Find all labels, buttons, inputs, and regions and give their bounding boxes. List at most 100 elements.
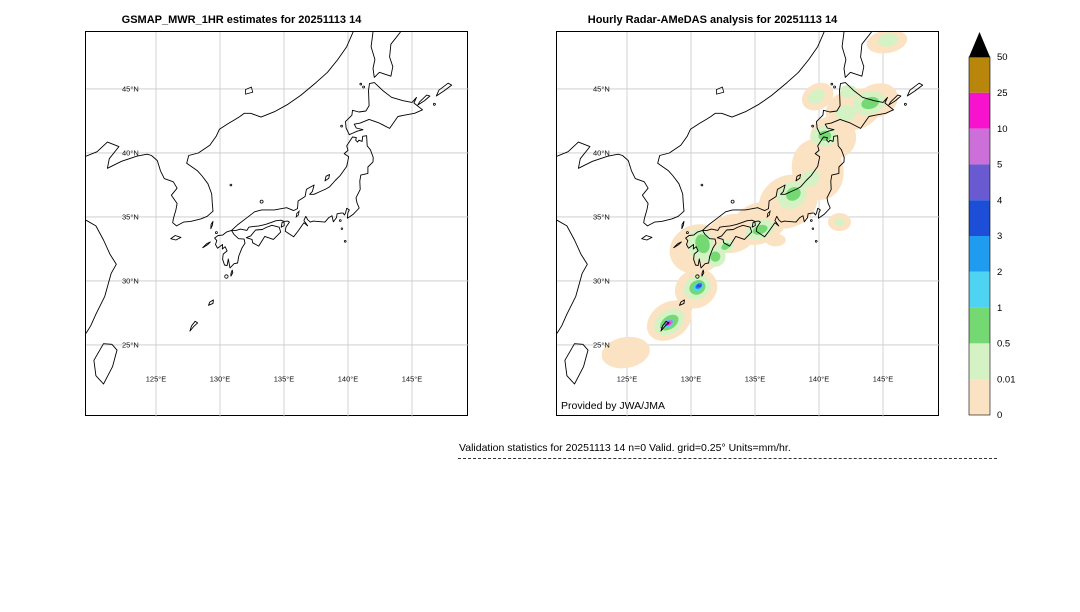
lat-tick-label: 35°N <box>122 213 139 222</box>
colorbar-tick-label: 10 <box>997 124 1008 135</box>
caption-underline <box>458 458 997 459</box>
small-island <box>814 240 818 243</box>
lat-tick-label: 25°N <box>593 341 610 350</box>
small-island <box>343 240 347 243</box>
small-island <box>214 231 218 235</box>
coastline-kyushu <box>214 229 246 269</box>
colorbar-border <box>968 56 991 416</box>
coastline-amami <box>208 299 214 306</box>
coastline-hokkaido <box>345 82 423 136</box>
coastline-sakhalin <box>370 32 401 78</box>
colorbar-canvas: 50 25 10 5 4 3 2 1 0.5 0.01 0 <box>968 32 1016 421</box>
colorbar-tick-label: 25 <box>997 88 1008 99</box>
small-island <box>685 231 689 235</box>
small-island <box>339 219 342 222</box>
coastline-jeju <box>641 235 653 241</box>
coastline-amami <box>679 299 685 306</box>
map-canvas-radar: 45°N 40°N 35°N 30°N 25°N 125°E 130°E 135°E 140°E… <box>557 32 940 417</box>
lon-tick-label: 140°E <box>809 374 830 383</box>
precip-area <box>877 33 899 47</box>
precip-area <box>601 336 650 369</box>
coastline-honshu <box>231 135 374 238</box>
lon-tick-label: 130°E <box>681 374 702 383</box>
small-island <box>903 102 907 106</box>
lat-tick-label: 45°N <box>593 85 610 94</box>
colorbar-tick-label: 0.5 <box>997 339 1010 350</box>
colorbar-segment <box>969 164 990 201</box>
small-island <box>224 274 229 279</box>
credit-label: Provided by JWA/JMA <box>561 400 666 412</box>
colorbar-tick-label: 0 <box>997 410 1002 421</box>
lon-tick-label: 140°E <box>338 374 359 383</box>
small-island <box>229 183 233 187</box>
small-island <box>700 183 704 187</box>
map-gsmap: 45°N 40°N 35°N 30°N 25°N 125°E 130°E 135°E 140°E… <box>85 31 469 417</box>
coastline-sado <box>324 174 330 182</box>
coastline-kyushu <box>685 229 717 269</box>
precip-area <box>818 130 832 141</box>
lake-khanka-outline <box>715 86 725 95</box>
coastline-jeju <box>170 235 182 241</box>
map-canvas-gsmap: 45°N 40°N 35°N 30°N 25°N 125°E 130°E 135°E 140°E… <box>86 32 469 417</box>
colorbar-segment <box>969 128 990 165</box>
colorbar-tick-label: 50 <box>997 52 1008 63</box>
lat-tick-label: 35°N <box>593 213 610 222</box>
small-island <box>340 227 344 230</box>
small-island <box>259 199 264 204</box>
colorbar-segment <box>969 343 990 380</box>
coastline-tsushima <box>681 220 685 230</box>
lake-biwa-outline <box>766 210 771 219</box>
lat-tick-label: 25°N <box>122 341 139 350</box>
precip-area <box>800 170 820 187</box>
precip-area <box>835 105 857 122</box>
colorbar-tick-label: 5 <box>997 160 1002 171</box>
coastline-kunashir <box>417 94 431 106</box>
colorbar-segment <box>969 200 990 236</box>
colorbar-tick-label: 1 <box>997 303 1002 314</box>
colorbar-segment <box>969 379 990 415</box>
colorbar-legend: 50 25 10 5 4 3 2 1 0.5 0.01 0 <box>966 24 1038 427</box>
coastline-tanegashima <box>701 269 705 277</box>
panel-title-gsmap: GSMAP_MWR_1HR estimates for 20251113 14 <box>121 14 362 26</box>
caption: Validation statistics for 20251113 14 n=… <box>459 442 791 454</box>
coastline-okinawa <box>660 320 670 332</box>
lat-tick-label: 40°N <box>593 149 610 158</box>
precip-area <box>765 233 786 247</box>
small-island <box>432 102 436 106</box>
coastline-china-coast <box>86 219 117 334</box>
coastline-shikoku <box>716 224 753 247</box>
small-island <box>833 85 837 89</box>
lon-tick-label: 125°E <box>146 374 167 383</box>
coastline-shikoku <box>245 224 282 247</box>
coastline-russia-korea-mainland <box>557 32 825 227</box>
panel-radar: Hourly Radar-AMeDAS analysis for 2025111… <box>556 14 940 417</box>
lat-tick-label: 45°N <box>122 85 139 94</box>
small-island <box>362 85 366 89</box>
precip-area <box>695 234 710 254</box>
colorbar-segment <box>969 57 990 93</box>
coastline-iturup <box>906 82 924 97</box>
coastline-china-coast <box>557 219 588 334</box>
lon-tick-label: 130°E <box>210 374 231 383</box>
colorbar-tick-label: 4 <box>997 195 1002 206</box>
coastline-goto <box>202 241 211 249</box>
small-island <box>695 274 700 279</box>
colorbar-overflow-triangle <box>969 32 990 57</box>
lon-tick-label: 135°E <box>745 374 766 383</box>
precip-area <box>834 218 845 226</box>
colorbar-segment <box>969 236 990 272</box>
precip-area <box>839 85 858 98</box>
lat-tick-label: 30°N <box>593 277 610 286</box>
coastline-hokkaido <box>816 82 894 136</box>
precip-area <box>698 283 702 286</box>
coastline-awaji <box>751 221 756 228</box>
colorbar-tick-label: 2 <box>997 267 1002 278</box>
lake-khanka-outline <box>244 86 254 95</box>
map-radar: 45°N 40°N 35°N 30°N 25°N 125°E 130°E 135°E 140°E… <box>556 31 940 417</box>
panel-title-radar: Hourly Radar-AMeDAS analysis for 2025111… <box>587 14 838 26</box>
precip-area <box>861 96 880 110</box>
coastline-tsushima <box>210 220 214 230</box>
coastline-kunashir <box>888 94 902 106</box>
colorbar-segment <box>969 92 990 129</box>
